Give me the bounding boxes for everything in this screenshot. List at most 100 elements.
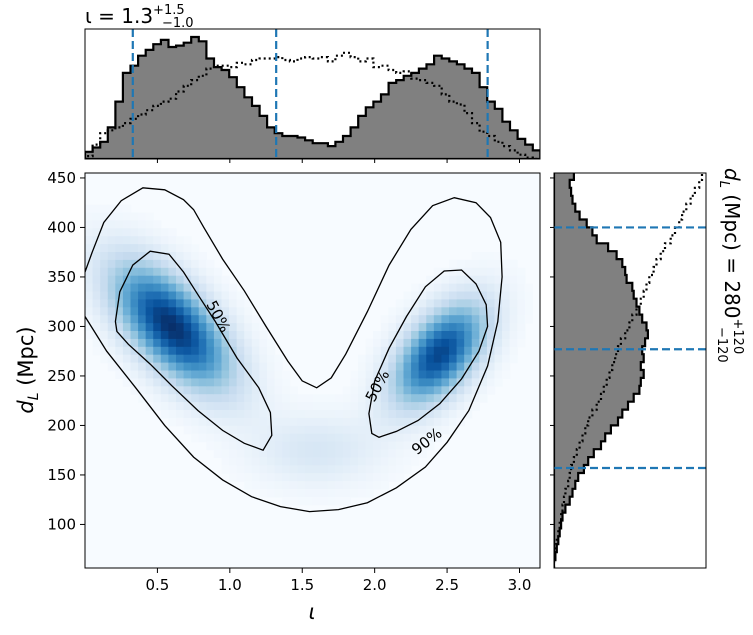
heatmap-cell bbox=[380, 473, 389, 482]
heatmap-cell bbox=[494, 323, 503, 332]
heatmap-cell bbox=[176, 267, 185, 277]
heatmap-cell bbox=[426, 307, 435, 316]
heatmap-cell bbox=[380, 362, 389, 372]
heatmap-cell bbox=[267, 378, 276, 387]
heatmap-cell bbox=[229, 323, 238, 332]
heatmap-cell bbox=[229, 386, 238, 395]
heatmap-cell bbox=[130, 267, 139, 277]
heatmap-cell bbox=[289, 481, 298, 490]
heatmap-cell bbox=[206, 267, 215, 277]
heatmap-cell bbox=[206, 425, 215, 435]
heatmap-cell bbox=[138, 370, 147, 379]
heatmap-cell bbox=[335, 465, 344, 474]
heatmap-cell bbox=[433, 331, 443, 340]
heatmap-cell bbox=[259, 410, 268, 419]
heatmap-cell bbox=[145, 386, 154, 395]
heatmap-cell bbox=[449, 402, 458, 411]
heatmap-cell bbox=[191, 402, 200, 411]
heatmap-cell bbox=[373, 346, 382, 356]
heatmap-cell bbox=[138, 275, 147, 285]
heatmap-cell bbox=[176, 362, 185, 372]
heatmap-cell bbox=[411, 410, 420, 419]
heatmap-cell bbox=[380, 425, 389, 435]
heatmap-cell bbox=[312, 473, 321, 482]
heatmap-cell bbox=[320, 496, 329, 506]
heatmap-cell bbox=[441, 410, 450, 419]
heatmap-cell bbox=[395, 394, 405, 403]
heatmap-cell bbox=[130, 331, 139, 340]
heatmap-cell bbox=[471, 346, 480, 356]
heatmap-cell bbox=[267, 489, 276, 498]
heatmap-cell bbox=[183, 259, 192, 269]
heatmap-cell bbox=[380, 378, 389, 387]
heatmap-cell bbox=[236, 315, 245, 324]
heatmap-cell bbox=[236, 402, 245, 411]
heatmap-cell bbox=[509, 283, 518, 293]
heatmap-cell bbox=[115, 228, 124, 237]
heatmap-cell bbox=[206, 315, 215, 324]
heatmap-cell bbox=[471, 283, 480, 293]
x-tick-label: 2.0 bbox=[363, 576, 387, 594]
heatmap-cell bbox=[403, 378, 412, 387]
heatmap-cell bbox=[304, 417, 314, 427]
heatmap-cell bbox=[320, 457, 329, 466]
heatmap-cell bbox=[115, 338, 124, 348]
heatmap-cell bbox=[373, 410, 382, 419]
heatmap-cell bbox=[471, 307, 480, 316]
heatmap-cell bbox=[479, 299, 488, 308]
heatmap-cell bbox=[221, 378, 230, 387]
heatmap-cell bbox=[464, 362, 473, 372]
x-axis: 0.5 1.0 1.5 2.0 2.5 3.0 bbox=[145, 568, 531, 594]
heatmap-cell bbox=[304, 457, 314, 466]
heatmap-cell bbox=[479, 378, 488, 387]
heatmap-cell bbox=[213, 449, 223, 458]
heatmap-cell bbox=[502, 346, 511, 356]
heatmap-cell bbox=[130, 362, 139, 372]
heatmap-cell bbox=[138, 354, 147, 364]
heatmap-cell bbox=[395, 378, 405, 387]
heatmap-cell bbox=[289, 386, 298, 395]
heatmap-cell bbox=[191, 370, 200, 379]
heatmap-cell bbox=[297, 433, 306, 443]
heatmap-cell bbox=[183, 425, 192, 435]
heatmap-cell bbox=[479, 338, 488, 348]
heatmap-cell bbox=[456, 299, 465, 308]
heatmap-cell bbox=[244, 386, 253, 395]
heatmap-cell bbox=[213, 275, 223, 285]
heatmap-cell bbox=[115, 244, 124, 253]
heatmap-cell bbox=[145, 275, 154, 285]
heatmap-cell bbox=[517, 283, 526, 293]
heatmap-cell bbox=[274, 433, 283, 443]
heatmap-cell bbox=[494, 362, 503, 372]
heatmap-cell bbox=[395, 449, 405, 458]
heatmap-cell bbox=[221, 283, 230, 293]
heatmap-cell bbox=[433, 378, 443, 387]
heatmap-cell bbox=[267, 441, 276, 451]
heatmap-cell bbox=[373, 425, 382, 435]
heatmap-cell bbox=[153, 228, 162, 237]
heatmap-cell bbox=[107, 323, 116, 332]
heatmap-cell bbox=[198, 283, 207, 293]
heatmap-cell bbox=[320, 394, 329, 403]
heatmap-cell bbox=[145, 338, 154, 348]
heatmap-cell bbox=[342, 457, 352, 466]
heatmap-cell bbox=[289, 417, 298, 427]
heatmap-cell bbox=[365, 465, 374, 474]
heatmap-cell bbox=[100, 267, 109, 277]
heatmap-cell bbox=[236, 386, 245, 395]
heatmap-cell bbox=[456, 291, 465, 300]
heatmap-cell bbox=[464, 275, 473, 285]
heatmap-cell bbox=[107, 228, 116, 237]
heatmap-cell bbox=[282, 370, 291, 379]
heatmap-cell bbox=[206, 378, 215, 387]
heatmap-cell bbox=[267, 465, 276, 474]
heatmap-cell bbox=[335, 489, 344, 498]
heatmap-cell bbox=[449, 425, 458, 435]
heatmap-cell bbox=[373, 338, 382, 348]
heatmap-cell bbox=[100, 354, 109, 364]
heatmap-cell bbox=[426, 354, 435, 364]
heatmap-cell bbox=[191, 386, 200, 395]
heatmap-cell bbox=[244, 481, 253, 490]
heatmap-cell bbox=[411, 441, 420, 451]
heatmap-cell bbox=[244, 307, 253, 316]
